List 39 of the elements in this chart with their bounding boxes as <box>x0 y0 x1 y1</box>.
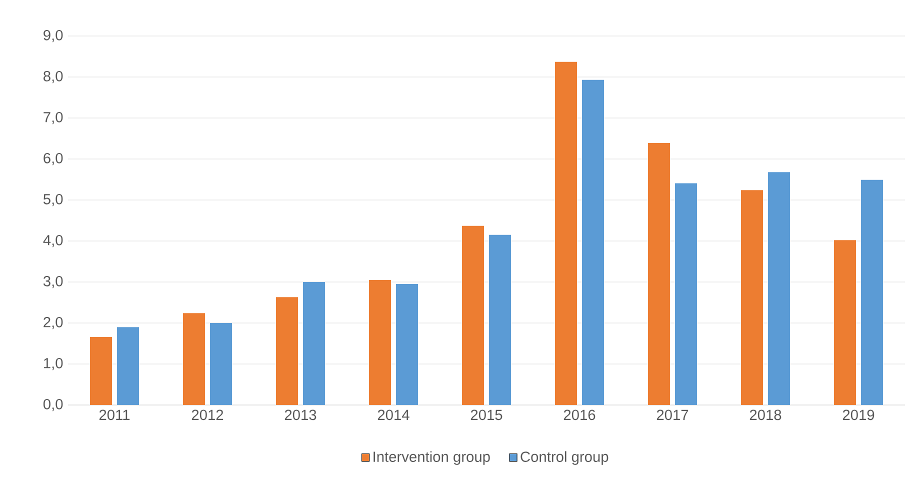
bar <box>90 336 112 405</box>
bar <box>369 280 392 405</box>
bar <box>462 226 484 405</box>
y-tick-label: 9,0 <box>44 30 63 42</box>
bar <box>768 172 790 405</box>
x-tick-label: 2011 <box>99 410 130 420</box>
bar <box>582 80 604 405</box>
x-tick-label: 2018 <box>750 410 782 420</box>
bar <box>741 190 763 405</box>
bar <box>834 240 856 405</box>
x-tick-label: 2015 <box>470 410 502 420</box>
y-tick-label: 0,0 <box>43 398 63 412</box>
y-tick-label: 4,0 <box>43 234 63 248</box>
bar <box>489 234 512 405</box>
y-tick-label: 1,0 <box>44 358 63 370</box>
y-tick-label: 6,0 <box>44 152 63 166</box>
y-tick-label: 3,0 <box>43 276 63 288</box>
x-tick-label: 2016 <box>564 410 596 420</box>
bar <box>861 180 884 405</box>
x-tick-label: 2017 <box>656 410 688 420</box>
legend-label: Intervention group <box>374 451 490 465</box>
y-tick-label: 8,0 <box>44 70 63 84</box>
bar <box>303 282 325 405</box>
x-tick-label: 2013 <box>284 410 316 420</box>
bar <box>675 183 698 405</box>
bar <box>648 143 670 405</box>
bar <box>210 323 232 405</box>
bar <box>117 327 140 405</box>
bar <box>555 62 578 405</box>
legend-label: Control group <box>520 451 608 465</box>
x-tick-label: 2014 <box>378 410 410 420</box>
bar <box>396 284 418 405</box>
y-tick-label: 5,0 <box>43 194 63 206</box>
y-tick-label: 2,0 <box>44 316 63 330</box>
y-tick-label: 7,0 <box>44 112 63 124</box>
bar <box>276 297 298 405</box>
bar <box>183 313 205 405</box>
x-tick-label: 2012 <box>192 410 224 420</box>
x-tick-label: 2019 <box>842 410 874 420</box>
